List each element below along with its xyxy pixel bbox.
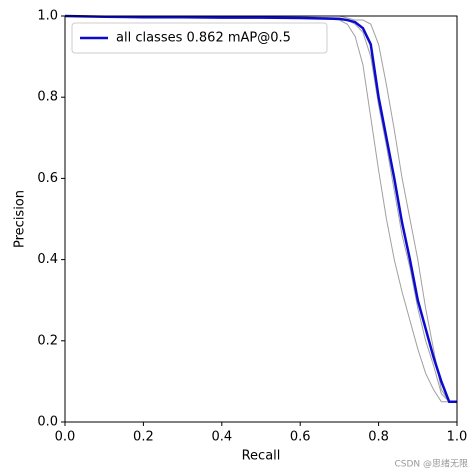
watermark: CSDN @思绪无限 — [394, 458, 468, 470]
x-tick-label: 0.2 — [133, 430, 154, 445]
y-tick-label: 0.4 — [37, 252, 58, 267]
legend-box — [71, 22, 328, 54]
x-tick-label: 0.0 — [55, 430, 76, 445]
y-axis-label: Precision — [13, 190, 28, 248]
x-axis-label: Recall — [242, 449, 281, 464]
x-tick-label: 0.6 — [290, 430, 311, 445]
y-tick-label: 1.0 — [37, 9, 58, 24]
plot-frame — [64, 15, 458, 423]
pr-curve-class — [65, 15, 457, 403]
x-tick-label: 0.4 — [211, 430, 232, 445]
y-tick-label: 0.6 — [37, 171, 58, 186]
pr-curve-mean — [64, 14, 457, 403]
legend-label: all classes 0.862 mAP@0.5 — [116, 31, 291, 46]
y-tick-label: 0.0 — [37, 415, 58, 430]
x-tick-label: 0.8 — [368, 430, 389, 445]
pr-curve-class — [65, 15, 457, 403]
y-tick-label: 0.2 — [37, 333, 58, 348]
pr-curve-class — [65, 15, 457, 403]
y-tick-label: 0.8 — [37, 90, 58, 105]
x-tick-label: 1.0 — [447, 430, 468, 445]
